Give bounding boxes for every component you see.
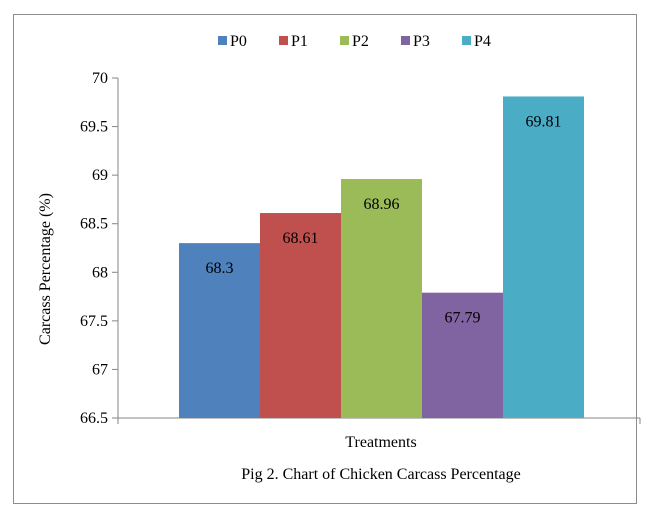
legend-label: P3 <box>413 33 430 50</box>
y-tick-label: 68.5 <box>80 216 108 233</box>
data-label: 69.81 <box>526 113 562 130</box>
legend-label: P4 <box>474 33 491 50</box>
data-label: 68.3 <box>206 260 234 277</box>
y-tick-label: 70 <box>92 70 108 87</box>
y-tick-label: 67 <box>92 361 108 378</box>
legend-swatch <box>279 36 288 45</box>
y-axis-label: Carcass Percentage (%) <box>37 193 54 345</box>
bar-p3 <box>422 292 503 418</box>
y-tick-label: 69 <box>92 167 108 184</box>
bar-p1 <box>260 213 341 418</box>
bar-p4 <box>503 96 584 418</box>
data-label: 68.96 <box>364 196 400 213</box>
bar-p2 <box>341 179 422 418</box>
x-axis-label: Treatments <box>345 434 416 451</box>
legend-swatch <box>462 36 471 45</box>
legend-label: P0 <box>230 33 247 50</box>
legend-label: P1 <box>291 33 308 50</box>
y-tick-label: 68 <box>92 264 108 281</box>
data-label: 67.79 <box>445 310 481 327</box>
legend-label: P2 <box>352 33 369 50</box>
legend-swatch <box>340 36 349 45</box>
y-tick-label: 66.5 <box>80 410 108 427</box>
legend-swatch <box>401 36 410 45</box>
y-tick-label: 67.5 <box>80 313 108 330</box>
data-label: 68.61 <box>283 230 319 247</box>
legend: P0 P1 P2 P3 P4 <box>218 33 491 50</box>
bars <box>179 96 584 418</box>
y-tick-label: 69.5 <box>80 119 108 136</box>
chart-caption: Pig 2. Chart of Chicken Carcass Percenta… <box>241 466 520 483</box>
bar-p0 <box>179 243 260 418</box>
legend-swatch <box>218 36 227 45</box>
data-labels: 68.3 68.61 68.96 67.79 69.81 <box>206 113 562 326</box>
